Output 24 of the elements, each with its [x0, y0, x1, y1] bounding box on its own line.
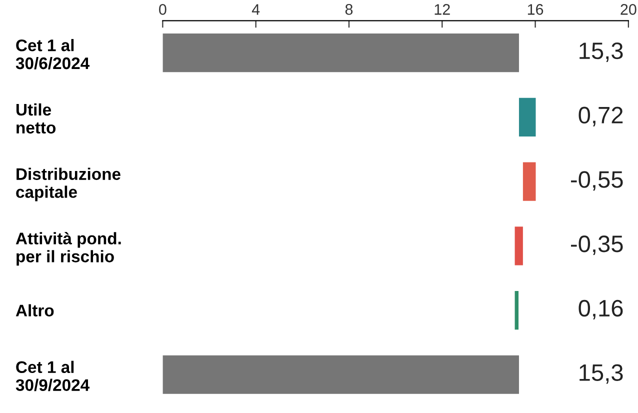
y-tick-label: Cet 1 al 30/6/2024 [16, 39, 90, 70]
bar [162, 34, 519, 72]
x-tick-label: 4 [252, 4, 260, 15]
bar [162, 355, 519, 394]
x-tick-label: 0 [159, 4, 166, 15]
bar [514, 290, 519, 330]
data-label: 0,72 [578, 106, 623, 126]
data-label: 15,3 [580, 364, 623, 384]
y-tick-label: Cet 1 al 30/9/2024 [16, 360, 90, 392]
y-tick-label: Attività pond. per il rischio [16, 232, 121, 266]
y-tick-label: Distribuzione capitale [16, 168, 120, 202]
y-tick-label: Utile netto [16, 103, 56, 134]
data-label: 0,16 [578, 300, 623, 320]
x-tick-label: 20 [620, 4, 636, 15]
data-label: -0,55 [571, 171, 623, 191]
data-label: 15,3 [580, 42, 623, 62]
x-tick-label: 16 [528, 4, 544, 15]
x-tick-label: 8 [345, 4, 353, 15]
data-label: -0,35 [571, 236, 623, 256]
bar [514, 226, 523, 266]
x-tick-label: 12 [434, 4, 450, 15]
bar [522, 162, 536, 201]
bar [518, 98, 536, 136]
y-tick-label: Altro [16, 304, 54, 316]
